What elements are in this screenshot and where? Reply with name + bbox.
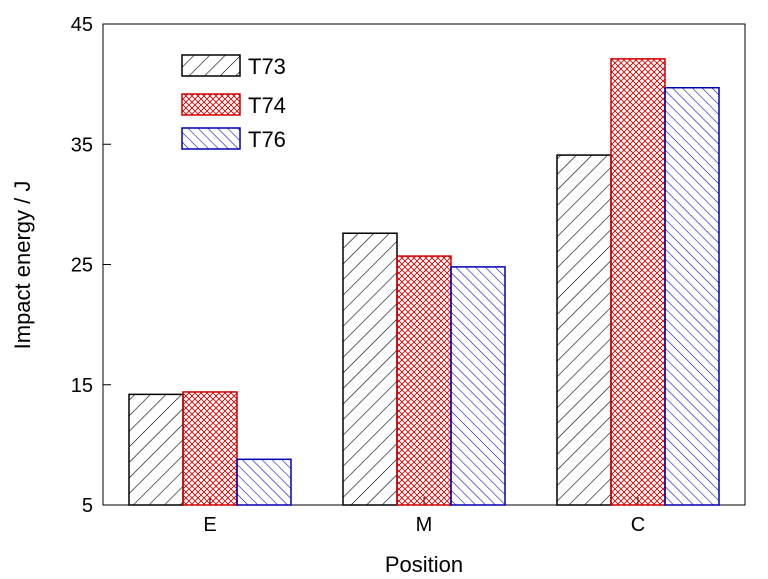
bar-t76-m bbox=[450, 266, 506, 506]
bars bbox=[128, 58, 720, 506]
bar-t76-e bbox=[236, 458, 292, 506]
y-axis-title: Impact energy / J bbox=[10, 181, 35, 350]
legend-label-t73: T73 bbox=[248, 54, 286, 79]
x-tick-label-1: M bbox=[416, 514, 433, 536]
legend-swatch-t76 bbox=[181, 127, 241, 150]
bar-t74-c bbox=[610, 58, 666, 506]
y-tick-label-2: 25 bbox=[71, 255, 93, 277]
legend-swatch-t73 bbox=[181, 54, 241, 77]
bar-t74-m bbox=[396, 255, 452, 506]
legend-label-t74: T74 bbox=[248, 93, 286, 118]
y-axis: 5 15 25 35 45 bbox=[71, 14, 111, 517]
y-tick-label-3: 35 bbox=[71, 134, 93, 156]
x-tick-label-0: E bbox=[203, 514, 216, 536]
bar-t74-e bbox=[182, 391, 238, 506]
x-tick-label-2: C bbox=[631, 514, 645, 536]
bar-t76-c bbox=[664, 86, 720, 506]
legend-swatch-t74 bbox=[181, 93, 241, 116]
y-tick-label-1: 15 bbox=[71, 375, 93, 397]
x-axis-title: Position bbox=[385, 552, 463, 577]
bar-t73-m bbox=[342, 232, 398, 506]
bar-t73-c bbox=[556, 154, 612, 506]
y-tick-label-4: 45 bbox=[71, 14, 93, 36]
legend-label-t76: T76 bbox=[248, 127, 286, 152]
legend: T73 T74 T76 bbox=[181, 54, 286, 152]
y-tick-label-0: 5 bbox=[82, 495, 93, 517]
bar-t73-e bbox=[128, 393, 184, 506]
